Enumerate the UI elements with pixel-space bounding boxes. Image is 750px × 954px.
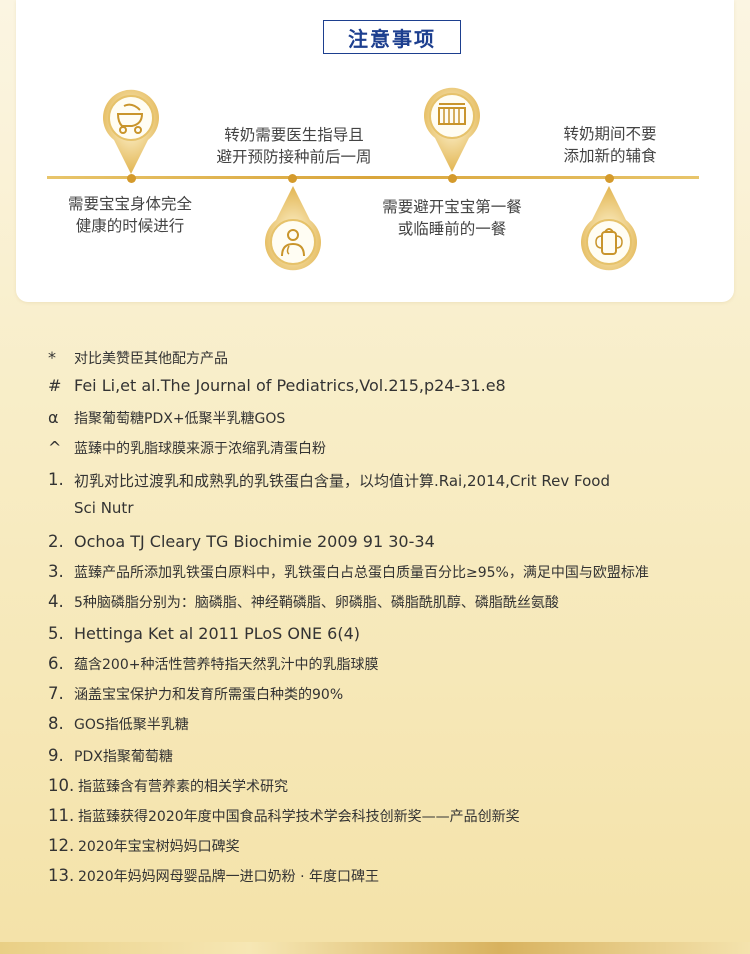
footnote-item: 10. 指蓝臻含有营养素的相关学术研究 [48,776,288,795]
footnote-item: * 对比美赞臣其他配方产品 [48,348,228,367]
footnote-item: ^ 蓝臻中的乳脂球膜来源于浓缩乳清蛋白粉 [48,438,326,457]
timeline-dot [288,174,297,183]
tip-2-line1: 转奶需要医生指导且 [224,126,364,144]
tip-1-line1: 需要宝宝身体完全 [67,195,192,213]
tip-1: 需要宝宝身体完全 健康的时候进行 [54,193,206,237]
tip-3-line1: 需要避开宝宝第一餐 [382,198,522,216]
bottom-gold-bar [0,942,750,954]
tip-4: 转奶期间不要 添加新的辅食 [548,123,672,167]
timeline-line [47,176,699,179]
baby-bottle-icon [578,184,640,272]
stroller-icon [100,88,162,176]
footnote-item: 13. 2020年妈妈网母婴品牌一进口奶粉 · 年度口碑王 [48,866,379,885]
timeline-dot [448,174,457,183]
footnote-item: 1. 初乳对比过渡乳和成熟乳的乳铁蛋白含量，以均值计算.Rai,2014,Crit… [48,470,610,517]
tip-3: 需要避开宝宝第一餐 或临睡前的一餐 [364,196,540,240]
footnote-item: # Fei Li,et al.The Journal of Pediatrics,… [48,376,506,395]
tip-2: 转奶需要医生指导且 避开预防接种前后一周 [196,124,392,168]
tip-3-line2: 或临睡前的一餐 [397,220,507,238]
footnote-item: 7. 涵盖宝宝保护力和发育所需蛋白种类的90% [48,684,344,703]
footnote-item: 6. 蕴含200+种活性营养特指天然乳汁中的乳脂球膜 [48,654,379,673]
footnote-item: 4. 5种脑磷脂分别为：脑磷脂、神经鞘磷脂、卵磷脂、磷脂酰肌醇、磷脂酰丝氨酸 [48,592,559,611]
footnote-item: 12. 2020年宝宝树妈妈口碑奖 [48,836,240,855]
footnote-item: 2. Ochoa TJ Cleary TG Biochimie 2009 91 3… [48,532,435,551]
footnote-item: 5. Hettinga Ket al 2011 PLoS ONE 6(4) [48,624,361,643]
footnote-item: 9. PDX指聚葡萄糖 [48,746,173,765]
footnote-item: 8. GOS指低聚半乳糖 [48,714,189,733]
footnote-item: 11. 指蓝臻获得2020年度中国食品科学技术学会科技创新奖——产品创新奖 [48,806,520,825]
tip-2-line2: 避开预防接种前后一周 [216,148,372,166]
footnote-line: 初乳对比过渡乳和成熟乳的乳铁蛋白含量，以均值计算.Rai,2014,Crit R… [74,472,610,490]
doctor-icon [262,184,324,272]
footnote-item: 3. 蓝臻产品所添加乳铁蛋白原料中，乳铁蛋白占总蛋白质量百分比≥95%，满足中国与… [48,562,649,581]
tip-4-line1: 转奶期间不要 [563,125,657,143]
timeline-dot [127,174,136,183]
tip-4-line2: 添加新的辅食 [563,147,657,165]
footnote-line: Sci Nutr [74,499,134,517]
tip-1-line2: 健康的时候进行 [75,217,185,235]
timeline-dot [605,174,614,183]
footnote-item: α 指聚葡萄糖PDX+低聚半乳糖GOS [48,408,286,427]
notice-title: 注意事项 [323,20,461,54]
crib-icon [421,86,483,174]
